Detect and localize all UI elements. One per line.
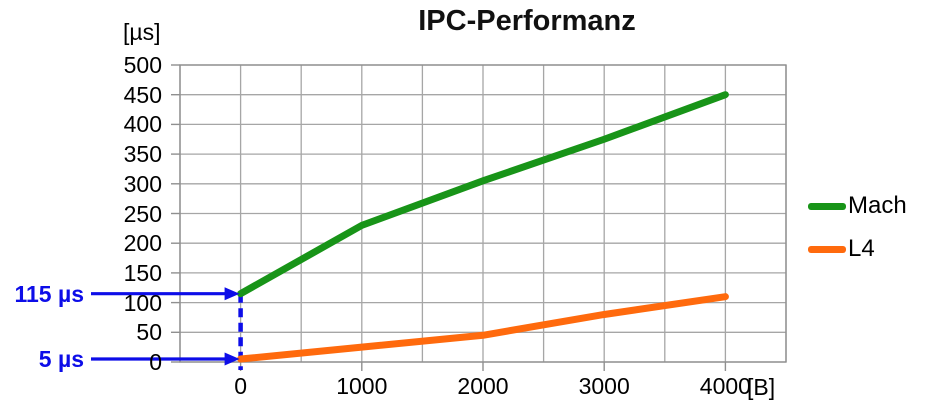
y-tick-label: 0 [149, 349, 162, 375]
y-tick-label: 250 [123, 200, 162, 227]
x-axis-unit-label: [B] [747, 374, 776, 400]
legend-line-swatch-l4 [808, 245, 846, 253]
series-line-mach [237, 91, 729, 298]
legend: Mach L4 [808, 190, 907, 276]
y-tick-label: 350 [123, 141, 162, 168]
y-tick-label: 450 [123, 81, 162, 108]
legend-line-swatch-mach [808, 202, 846, 210]
x-tick-label: 2000 [457, 373, 509, 399]
legend-item-l4: L4 [808, 233, 907, 265]
legend-item-mach: Mach [808, 190, 907, 222]
y-tick-label: 200 [123, 230, 162, 257]
annotation-arrowhead [224, 352, 240, 366]
y-tick-label: 100 [123, 289, 162, 316]
annotation-label-5us: 5 µs [38, 346, 84, 373]
x-tick-label: 0 [234, 373, 247, 399]
chart-title: IPC-Performanz [418, 5, 636, 37]
y-tick-label: 50 [136, 319, 162, 346]
y-tick-label: 400 [123, 111, 162, 138]
y-tick-label: 500 [123, 52, 162, 78]
x-tick-label: 1000 [336, 373, 388, 399]
x-tick-label: 4000 [699, 373, 751, 399]
y-tick-label: 150 [123, 259, 162, 286]
series-line-l4 [237, 293, 729, 363]
x-tick-label: 3000 [578, 373, 630, 399]
y-tick-label: 300 [123, 170, 162, 197]
annotation-arrowhead [224, 287, 240, 301]
legend-label-l4: L4 [848, 235, 875, 262]
y-axis-unit-label: [µs] [123, 19, 161, 45]
annotation-label-115us: 115 µs [14, 280, 84, 307]
legend-label-mach: Mach [848, 192, 907, 219]
